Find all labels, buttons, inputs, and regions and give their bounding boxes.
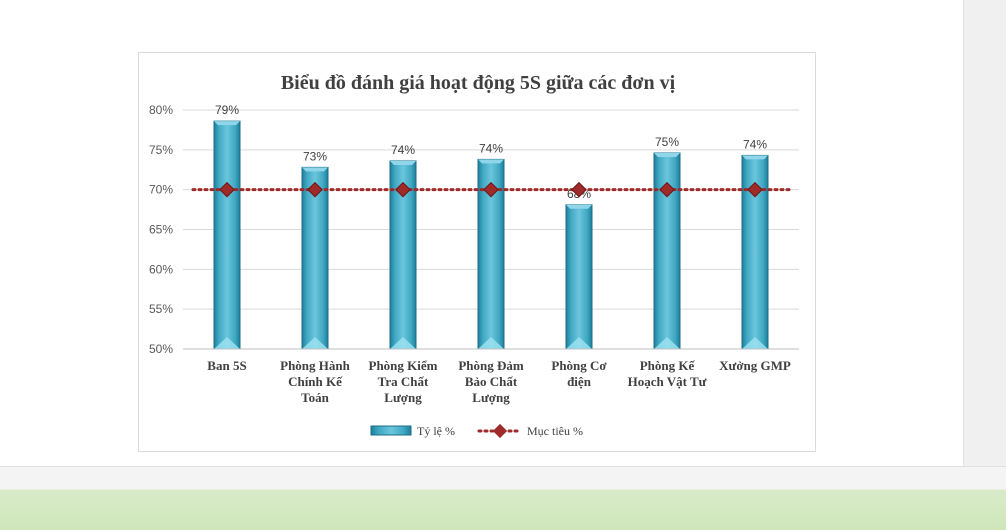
svg-text:Tỷ lệ %: Tỷ lệ % bbox=[417, 424, 455, 438]
y-tick-label: 75% bbox=[149, 143, 173, 157]
y-tick-label: 65% bbox=[149, 223, 173, 237]
bar-series: 79%73%74%74%68%75%74% bbox=[213, 103, 769, 350]
legend-item-target[interactable]: Mục tiêu % bbox=[477, 423, 583, 439]
x-tick-label: Phòng Đảm Bảo Chất Lượng bbox=[458, 358, 524, 405]
bar-data-label: 73% bbox=[303, 149, 327, 163]
x-tick-label: Ban 5S bbox=[207, 358, 246, 373]
target-marker bbox=[483, 181, 499, 198]
bar[interactable] bbox=[565, 204, 593, 350]
chart-container[interactable]: Biểu đồ đánh giá hoạt động 5S giữa các đ… bbox=[138, 52, 816, 452]
target-series bbox=[191, 181, 791, 198]
bar-data-label: 79% bbox=[215, 103, 239, 117]
svg-text:Mục tiêu %: Mục tiêu % bbox=[527, 424, 583, 438]
y-tick-label: 55% bbox=[149, 302, 173, 316]
y-tick-label: 70% bbox=[149, 183, 173, 197]
bottom-background bbox=[0, 466, 1006, 530]
y-tick-label: 60% bbox=[149, 262, 173, 276]
y-tick-label: 50% bbox=[149, 342, 173, 356]
bar-data-label: 74% bbox=[391, 143, 415, 157]
bar[interactable] bbox=[389, 160, 417, 350]
x-tick-label: Phòng Kế Hoạch Vật Tư bbox=[628, 358, 707, 389]
chart-svg: Biểu đồ đánh giá hoạt động 5S giữa các đ… bbox=[149, 72, 799, 439]
bar[interactable] bbox=[213, 120, 241, 350]
chart-title: Biểu đồ đánh giá hoạt động 5S giữa các đ… bbox=[281, 72, 676, 94]
target-marker bbox=[571, 181, 587, 198]
bar-data-label: 74% bbox=[479, 141, 503, 155]
bar-data-label: 75% bbox=[655, 135, 679, 149]
target-marker bbox=[219, 181, 235, 198]
target-marker bbox=[659, 181, 675, 198]
x-tick-label: Phòng Kiểm Tra Chất Lượng bbox=[369, 358, 438, 405]
legend: Tỷ lệ % Mục tiêu % bbox=[370, 423, 583, 439]
y-tick-label: 80% bbox=[149, 103, 173, 117]
target-marker bbox=[395, 181, 411, 198]
legend-item-bar[interactable]: Tỷ lệ % bbox=[370, 424, 455, 438]
target-marker bbox=[747, 181, 763, 198]
bar-data-label: 74% bbox=[743, 137, 767, 151]
x-tick-label: Xưởng GMP bbox=[719, 358, 791, 373]
x-tick-label: Phòng Hành Chính Kế Toán bbox=[280, 358, 350, 405]
x-tick-label: Phòng Cơ điện bbox=[551, 358, 607, 389]
y-axis: 50% 55% 60% 65% 70% 75% 80% bbox=[149, 103, 173, 356]
vertical-scrollbar-track[interactable] bbox=[963, 0, 1006, 466]
bar[interactable] bbox=[301, 166, 329, 350]
x-axis: Ban 5S Phòng Hành Chính Kế Toán Phòng Kiểm Tr… bbox=[183, 348, 799, 405]
target-marker bbox=[307, 181, 323, 198]
